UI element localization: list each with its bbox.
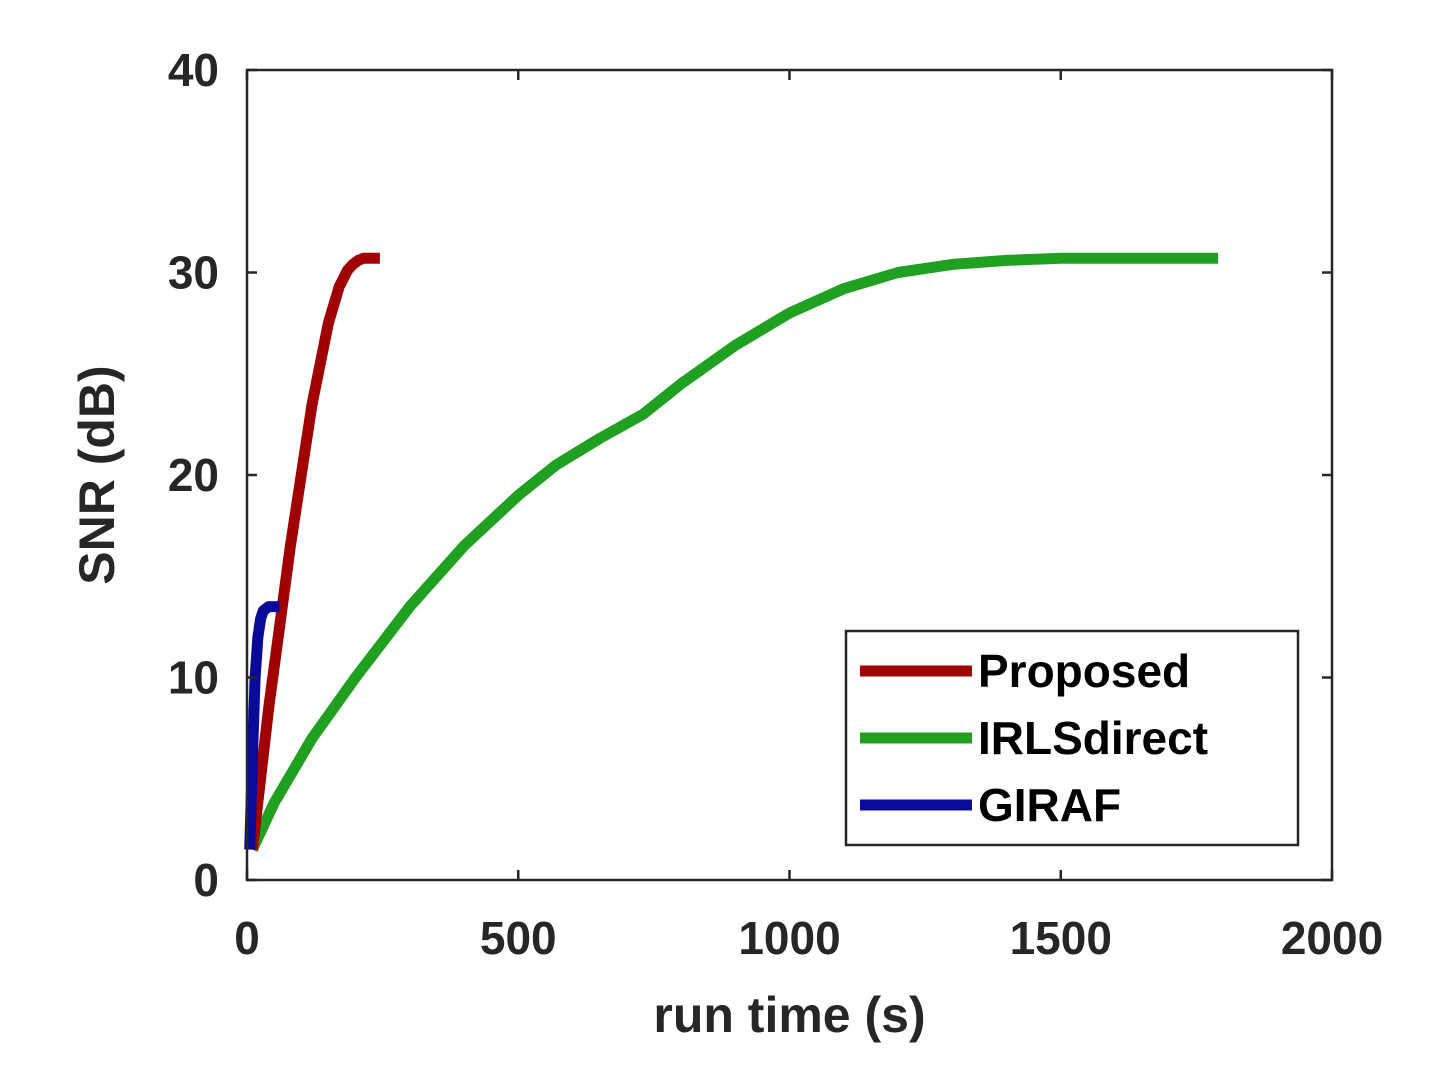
y-tick-label: 20 [168, 449, 219, 501]
y-tick-label: 40 [168, 44, 219, 96]
axis-ticks [245, 68, 1334, 882]
series-line-irlsdirect [247, 252, 1219, 852]
x-tick-label: 1000 [738, 912, 840, 964]
series-layer [244, 252, 1219, 852]
legend-label-proposed: Proposed [978, 645, 1190, 697]
tick-labels: 0 500 1000 1500 2000 0 10 20 30 40 [168, 44, 1383, 964]
legend: Proposed IRLSdirect GIRAF [844, 629, 1300, 847]
legend-label-irlsdirect: IRLSdirect [978, 712, 1208, 764]
x-tick-label: 0 [234, 912, 260, 964]
legend-label-giraf: GIRAF [978, 779, 1121, 831]
x-tick-label: 2000 [1281, 912, 1383, 964]
x-axis-title: run time (s) [653, 987, 925, 1043]
x-tick-label: 1500 [1010, 912, 1112, 964]
y-tick-label: 0 [193, 854, 219, 906]
series-line-proposed [246, 252, 380, 851]
y-axis-title: SNR (dB) [69, 365, 125, 584]
y-tick-label: 30 [168, 247, 219, 299]
y-tick-label: 10 [168, 652, 219, 704]
x-tick-label: 500 [480, 912, 557, 964]
series-line-giraf [244, 601, 280, 850]
